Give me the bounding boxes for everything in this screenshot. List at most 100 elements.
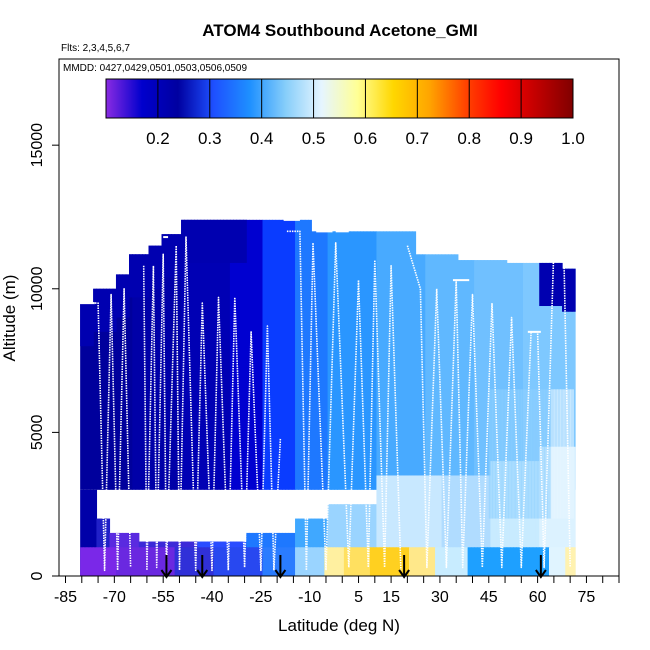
y-tick-label: 5000 bbox=[29, 414, 46, 450]
heatmap-cell bbox=[115, 274, 120, 490]
heatmap-cell bbox=[522, 262, 527, 490]
heatmap-cell bbox=[220, 547, 225, 576]
heatmap-cell bbox=[428, 475, 433, 576]
heatmap-cell bbox=[269, 547, 273, 576]
heatmap-cell bbox=[412, 475, 417, 576]
heatmap-cell bbox=[415, 254, 420, 490]
colorbar-tick-label: 0.3 bbox=[198, 129, 222, 148]
heatmap-cell bbox=[392, 547, 397, 576]
heatmap-cell bbox=[444, 254, 449, 490]
heatmap-cell bbox=[545, 547, 550, 576]
y-tick-label: 15000 bbox=[29, 123, 46, 168]
x-axis: -85 -70 -55 -40 -25 -10 5 15 30 45 60 75 bbox=[54, 576, 620, 606]
marker-arrow bbox=[160, 555, 173, 579]
heatmap-cell bbox=[448, 254, 452, 490]
heatmap-cell bbox=[138, 547, 143, 576]
heatmap-cell bbox=[197, 219, 202, 490]
heatmap-cell bbox=[288, 219, 293, 490]
heatmap-cell bbox=[386, 475, 391, 576]
heatmap-cell bbox=[461, 475, 465, 576]
heatmap-cell bbox=[80, 547, 85, 576]
heatmap-cell bbox=[337, 231, 342, 490]
heatmap-cell bbox=[210, 219, 215, 263]
heatmap-cell bbox=[197, 547, 202, 576]
heatmap-cell bbox=[444, 475, 449, 576]
heatmap-cell bbox=[340, 504, 345, 576]
heatmap-cell bbox=[558, 262, 563, 490]
heatmap-cell bbox=[295, 547, 299, 576]
heatmap-cell bbox=[102, 288, 107, 332]
heatmap-cell bbox=[360, 504, 365, 576]
x-tick-label: -25 bbox=[249, 589, 272, 606]
heatmap-cell bbox=[89, 489, 94, 576]
colorbar-tick-label: 0.2 bbox=[146, 129, 170, 148]
heatmap-cell bbox=[171, 234, 176, 278]
heatmap-cell bbox=[262, 547, 267, 576]
heatmap-cell bbox=[291, 547, 296, 576]
heatmap-cell bbox=[262, 219, 267, 490]
heatmap-cell bbox=[360, 547, 365, 576]
heatmap-cell bbox=[418, 254, 423, 490]
heatmap-cell bbox=[223, 219, 228, 263]
heatmap-cell bbox=[552, 262, 557, 490]
heatmap-cell bbox=[223, 219, 228, 490]
heatmap-cell bbox=[171, 547, 176, 576]
heatmap-cell bbox=[236, 219, 241, 263]
heatmap-cell bbox=[516, 262, 521, 490]
heatmap-cell bbox=[275, 219, 280, 490]
heatmap-cell bbox=[431, 547, 436, 576]
heatmap-cell bbox=[513, 262, 518, 490]
heatmap-cell bbox=[269, 219, 273, 490]
heatmap-cell bbox=[369, 547, 374, 576]
marker-arrow bbox=[535, 555, 547, 579]
heatmap-cell bbox=[194, 219, 198, 490]
marker-arrow bbox=[274, 555, 287, 579]
heatmap-cell bbox=[498, 389, 503, 519]
heatmap-cell bbox=[242, 219, 247, 263]
heatmap-cell bbox=[438, 547, 443, 576]
heatmap-cell bbox=[503, 547, 508, 576]
heatmap-cell bbox=[158, 547, 163, 576]
heatmap-cell bbox=[552, 262, 557, 307]
heatmap-cell bbox=[102, 547, 107, 576]
heatmap-cell bbox=[158, 245, 163, 289]
marker-arrow bbox=[398, 555, 410, 579]
chart-title: ATOM4 Southbound Acetone_GMI bbox=[202, 21, 477, 40]
heatmap-cell bbox=[493, 547, 498, 576]
heatmap-cell bbox=[337, 547, 342, 576]
colorbar-gradient bbox=[105, 78, 574, 119]
heatmap-cell bbox=[145, 254, 150, 490]
heatmap-cell bbox=[402, 231, 407, 490]
heatmap-cell bbox=[109, 547, 114, 576]
heatmap-cell bbox=[532, 262, 537, 490]
heatmap-cell bbox=[236, 547, 241, 576]
heatmap-cell bbox=[106, 288, 111, 332]
heatmap-cell bbox=[80, 303, 85, 490]
flight-profile-line bbox=[142, 236, 282, 572]
heatmap-cell bbox=[80, 303, 85, 347]
heatmap-cell bbox=[366, 231, 371, 490]
colorbar-ticks: 0.2 0.3 0.4 0.5 0.6 0.7 0.8 0.9 1.0 bbox=[146, 79, 585, 148]
heatmap-cell bbox=[138, 254, 143, 298]
x-tick-label: -10 bbox=[298, 589, 321, 606]
heatmap-cell bbox=[373, 231, 378, 490]
heatmap-cell bbox=[327, 547, 332, 576]
heatmap-cell bbox=[399, 231, 404, 490]
heatmap-cell bbox=[435, 254, 439, 490]
heatmap-cell bbox=[431, 254, 436, 490]
heatmap-cell bbox=[181, 547, 185, 576]
x-tick-label: 60 bbox=[529, 589, 547, 606]
heatmap-cell bbox=[544, 389, 548, 519]
heatmap-cell bbox=[249, 547, 254, 576]
heatmap-cell bbox=[356, 231, 361, 490]
heatmap-cell bbox=[470, 547, 475, 576]
heatmap-cell bbox=[395, 547, 400, 576]
heatmap-cell bbox=[298, 547, 303, 576]
heatmap-cell bbox=[508, 389, 513, 519]
heatmap-cell bbox=[495, 389, 500, 519]
heatmap-cell bbox=[376, 547, 381, 576]
heatmap-cell bbox=[549, 262, 553, 490]
heatmap-cell bbox=[200, 219, 205, 490]
heatmap-cell bbox=[246, 547, 251, 576]
heatmap-cell bbox=[571, 547, 576, 576]
